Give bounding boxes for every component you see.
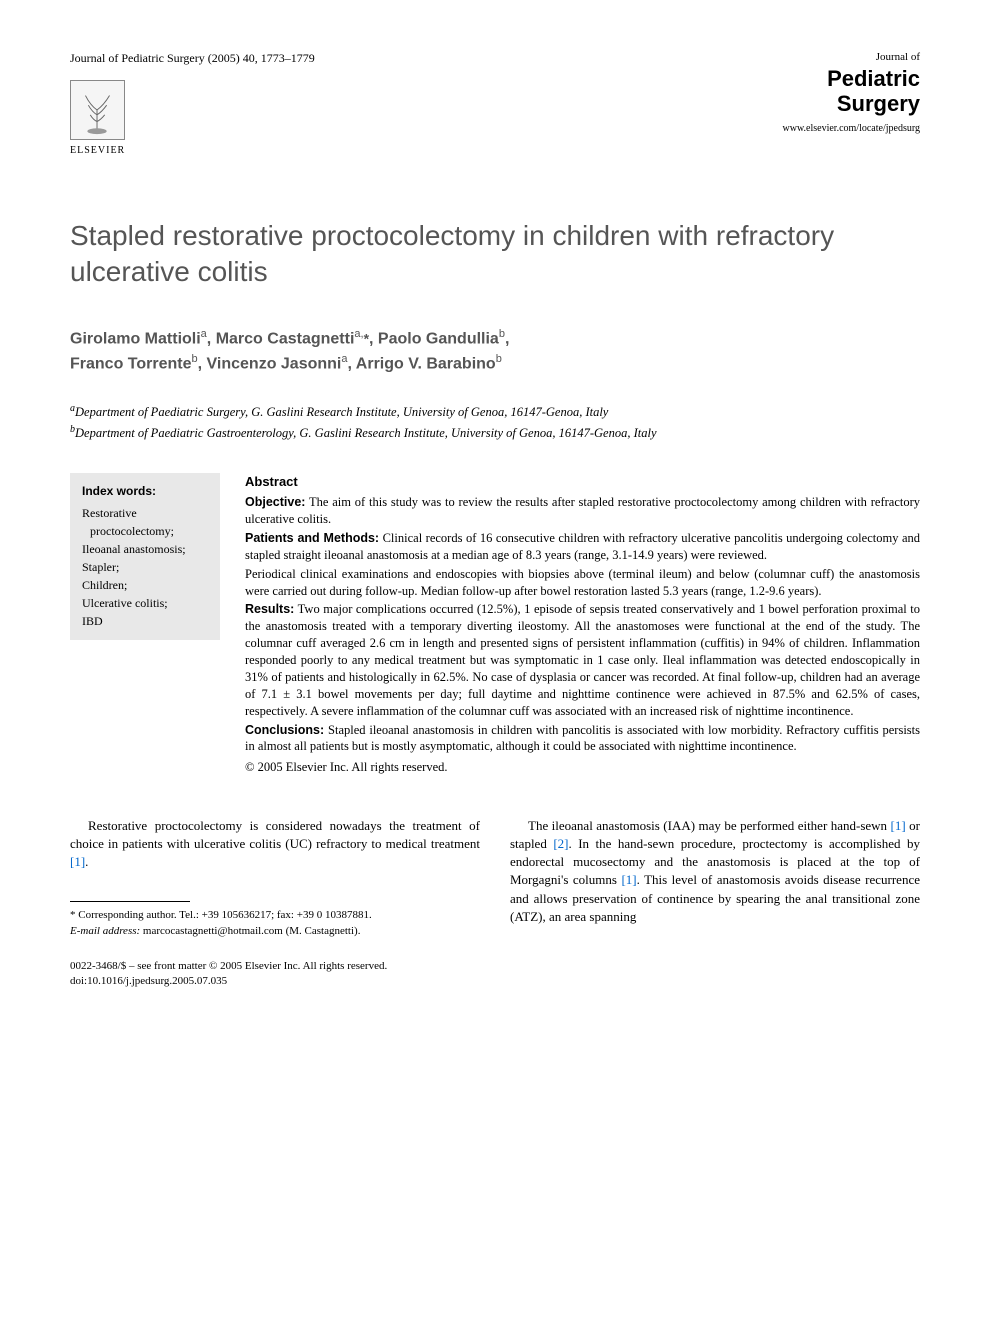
elsevier-tree-icon [70,80,125,140]
ref-link-1[interactable]: [1] [70,854,85,869]
affiliation-line: aDepartment of Paediatric Surgery, G. Ga… [70,401,920,422]
abstract-section-text: Periodical clinical examinations and end… [245,567,920,598]
abstract-section: Objective: The aim of this study was to … [245,494,920,528]
article-title: Stapled restorative proctocolectomy in c… [70,218,920,291]
body-left-column: Restorative proctocolectomy is considere… [70,817,480,988]
body-para-right: The ileoanal anastomosis (IAA) may be pe… [510,817,920,926]
abstract-section-label: Objective: [245,495,305,509]
doi-line: doi:10.1016/j.jpedsurg.2005.07.035 [70,974,480,988]
ref-link-2[interactable]: [1] [891,818,906,833]
index-word-item: Ileoanal anastomosis; [82,540,208,558]
index-word-item: Stapler; [82,558,208,576]
index-word-item: Children; [82,576,208,594]
journal-name-2: Surgery [783,92,920,116]
index-words-box: Index words: Restorative proctocolectomy… [70,473,220,640]
abstract-row: Index words: Restorative proctocolectomy… [70,473,920,777]
body-text-1-end: . [85,854,88,869]
affiliation-line: bDepartment of Paediatric Gastroenterolo… [70,422,920,443]
authors-list: Girolamo Mattiolia, Marco Castagnettia,*… [70,326,920,377]
affiliations: aDepartment of Paediatric Surgery, G. Ga… [70,401,920,443]
index-word-item: IBD [82,612,208,630]
publisher-name: ELSEVIER [70,144,125,158]
index-word-item: Restorative proctocolectomy; [82,504,208,540]
body-text-r1: The ileoanal anastomosis (IAA) may be pe… [528,818,891,833]
ref-link-3[interactable]: [2] [553,836,568,851]
abstract-section: Conclusions: Stapled ileoanal anastomosi… [245,722,920,756]
ref-link-4[interactable]: [1] [621,872,636,887]
footnote-email-label: E-mail address: [70,925,140,937]
journal-label: Journal of [783,50,920,65]
index-word-item: Ulcerative colitis; [82,594,208,612]
footnote-email-line: E-mail address: marcocastagnetti@hotmail… [70,924,480,939]
abstract-section: Periodical clinical examinations and end… [245,566,920,600]
footnote-separator [70,901,190,902]
abstract-section-text: Two major complications occurred (12.5%)… [245,602,920,717]
abstract-section-label: Patients and Methods: [245,531,379,545]
journal-url: www.elsevier.com/locate/jpedsurg [783,122,920,136]
body-text: Restorative proctocolectomy is considere… [70,817,920,988]
header-right: Journal of Pediatric Surgery www.elsevie… [783,50,920,136]
publisher-logo: ELSEVIER [70,80,125,158]
journal-name-1: Pediatric [783,67,920,91]
body-para-left: Restorative proctocolectomy is considere… [70,817,480,872]
header-left: Journal of Pediatric Surgery (2005) 40, … [70,50,315,158]
abstract-block: Abstract Objective: The aim of this stud… [245,473,920,777]
abstract-section-label: Conclusions: [245,723,324,737]
bottom-metadata: 0022-3468/$ – see front matter © 2005 El… [70,959,480,988]
index-words-title: Index words: [82,483,208,500]
abstract-heading: Abstract [245,473,920,491]
issn-line: 0022-3468/$ – see front matter © 2005 El… [70,959,480,973]
citation: Journal of Pediatric Surgery (2005) 40, … [70,50,315,67]
abstract-copyright: © 2005 Elsevier Inc. All rights reserved… [245,759,920,777]
abstract-section: Patients and Methods: Clinical records o… [245,530,920,564]
abstract-section-text: Stapled ileoanal anastomosis in children… [245,723,920,754]
footnote-corresp: * Corresponding author. Tel.: +39 105636… [70,908,480,923]
abstract-section-text: The aim of this study was to review the … [245,495,920,526]
abstract-section: Results: Two major complications occurre… [245,601,920,719]
body-text-1: Restorative proctocolectomy is considere… [70,818,480,851]
footnote-email: marcocastagnetti@hotmail.com (M. Castagn… [143,925,361,937]
abstract-section-label: Results: [245,602,294,616]
body-right-column: The ileoanal anastomosis (IAA) may be pe… [510,817,920,988]
corresponding-author-footnote: * Corresponding author. Tel.: +39 105636… [70,908,480,939]
page-header: Journal of Pediatric Surgery (2005) 40, … [70,50,920,158]
